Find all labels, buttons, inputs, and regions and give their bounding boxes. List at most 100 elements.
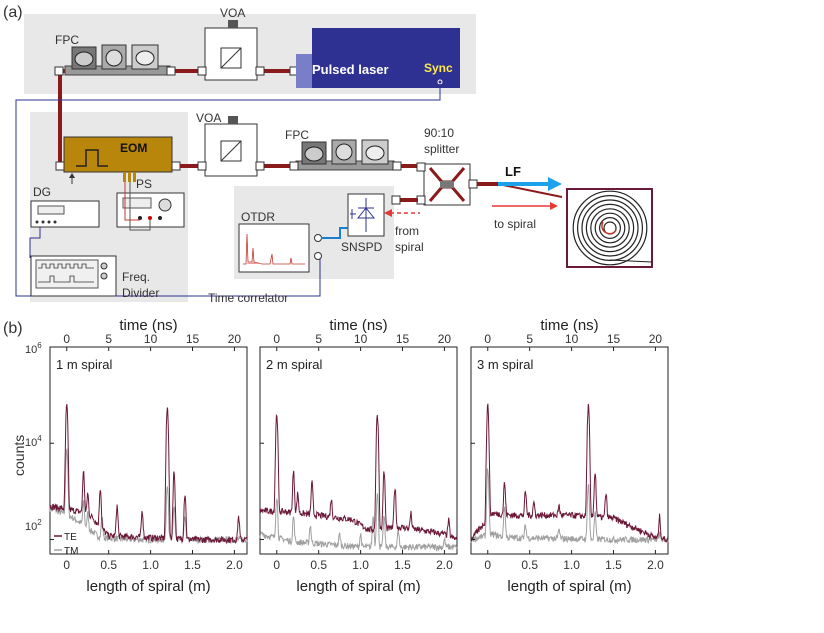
divider-label: Divider <box>122 286 159 300</box>
x-axis-label: length of spiral (m) <box>507 578 631 595</box>
from-spiral-arrowhead-icon <box>384 209 392 217</box>
y-tick-1e6-exp: 6 <box>37 341 42 350</box>
x-tick-label: 1.0 <box>563 558 580 572</box>
otdr-label: OTDR <box>241 210 275 224</box>
chart-title: 2 m spiral <box>266 357 322 372</box>
connector <box>392 161 402 171</box>
x2-tick-label: 20 <box>649 332 663 346</box>
connector <box>468 179 478 189</box>
chart-2: 0 0.5 1.0 1.5 2.0 0 5 10 15 20 2 m spiral length of… <box>259 317 458 595</box>
spiral-ring <box>585 203 635 253</box>
snspd-signal-cable <box>321 227 348 239</box>
from-spiral-label: spiral <box>395 240 424 254</box>
splitter-ratio-label: 90:10 <box>424 126 454 140</box>
voa-top <box>204 20 258 81</box>
chart-3: 0 0.5 1.0 1.5 2.0 0 5 10 15 20 3 m spiral length of… <box>470 317 669 595</box>
y-axis-label: counts <box>11 435 27 476</box>
x-tick-label: 1.0 <box>142 558 159 572</box>
x-tick-label: 0.5 <box>521 558 538 572</box>
chart-title: 1 m spiral <box>56 357 112 372</box>
legend-label: TM <box>64 546 78 557</box>
series-te-line <box>259 413 458 541</box>
chart-title: 3 m spiral <box>477 357 533 372</box>
voa-middle <box>204 116 258 177</box>
sync-cable <box>15 84 441 297</box>
ps-instrument <box>116 192 185 228</box>
to-spiral-arrowhead-icon <box>550 202 558 210</box>
x2-tick-label: 5 <box>315 332 322 346</box>
connector <box>391 195 401 205</box>
x2-tick-label: 15 <box>396 332 410 346</box>
x2-tick-label: 15 <box>186 332 200 346</box>
spiral-ring <box>598 217 621 240</box>
connector <box>197 66 207 76</box>
connector <box>54 66 64 76</box>
connector <box>255 161 265 171</box>
voa-top-label: VOA <box>220 6 245 20</box>
connector <box>166 66 176 76</box>
eom-label: EOM <box>120 141 147 155</box>
x2-tick-label: 10 <box>354 332 368 346</box>
fpc-middle-label: FPC <box>285 128 309 142</box>
x-tick-label: 0 <box>63 558 70 572</box>
x2-axis-label: time (ns) <box>329 317 387 334</box>
x-tick-label: 1.5 <box>605 558 622 572</box>
connector <box>289 161 299 171</box>
x2-tick-label: 5 <box>526 332 533 346</box>
series-tm-line <box>49 448 248 545</box>
x2-axis-label: time (ns) <box>119 317 177 334</box>
x-axis-label: length of spiral (m) <box>296 578 420 595</box>
snspd-device <box>347 193 385 237</box>
y-tick-1e2: 102 <box>25 518 42 533</box>
ps-cable-gray <box>129 182 151 231</box>
connector <box>197 161 207 171</box>
splitter-word-label: splitter <box>424 142 459 156</box>
x2-tick-label: 20 <box>228 332 242 346</box>
plot-frame <box>49 346 248 555</box>
otdr-port <box>314 234 322 242</box>
panel-b-label: (b) <box>3 320 23 337</box>
otdr-port <box>314 252 322 260</box>
to-spiral-label: to spiral <box>494 217 536 231</box>
x2-tick-label: 0 <box>484 332 491 346</box>
x-tick-label: 2.0 <box>226 558 243 572</box>
spiral-device <box>566 188 653 268</box>
connector <box>416 162 426 172</box>
charts-group: 0 0.5 1.0 1.5 2.0 0 5 10 15 20 1 m spiral length of… <box>49 317 669 595</box>
x-tick-label: 0 <box>273 558 280 572</box>
dg-label: DG <box>33 185 51 199</box>
x-tick-label: 2.0 <box>647 558 664 572</box>
x-tick-label: 1.5 <box>184 558 201 572</box>
chart-1: 0 0.5 1.0 1.5 2.0 0 5 10 15 20 1 m spiral length of… <box>49 317 248 595</box>
sync-label: Sync <box>424 61 453 75</box>
pulsed-laser <box>296 28 460 88</box>
dg-instrument <box>30 200 100 228</box>
series-te-line <box>470 403 669 543</box>
y-tick-1e4-exp: 4 <box>37 434 42 443</box>
panel-a-label: (a) <box>3 4 23 21</box>
freq-label: Freq. <box>122 270 150 284</box>
series-tm-line <box>259 493 458 552</box>
ps-cable-red <box>124 182 140 221</box>
x2-tick-label: 20 <box>438 332 452 346</box>
lf-arrowhead-icon <box>548 177 562 191</box>
freq-divider-instrument <box>30 255 117 297</box>
x2-tick-label: 0 <box>273 332 280 346</box>
spiral-ring <box>572 190 648 266</box>
x2-tick-label: 15 <box>607 332 621 346</box>
y-tick-1e4: 104 <box>25 434 42 449</box>
eom-device <box>63 136 173 182</box>
arrowhead-icon <box>69 173 75 178</box>
spiral-ring <box>594 212 626 244</box>
fpc-top <box>64 44 171 76</box>
x2-tick-label: 5 <box>105 332 112 346</box>
ps-label: PS <box>136 177 152 191</box>
x2-tick-label: 10 <box>144 332 158 346</box>
time-correlator-label: Time correlator <box>208 291 288 305</box>
legend-label: TE <box>64 532 77 543</box>
lf-label: LF <box>505 164 521 179</box>
fpc-top-label: FPC <box>55 33 79 47</box>
pulsed-laser-label: Pulsed laser <box>312 62 389 77</box>
